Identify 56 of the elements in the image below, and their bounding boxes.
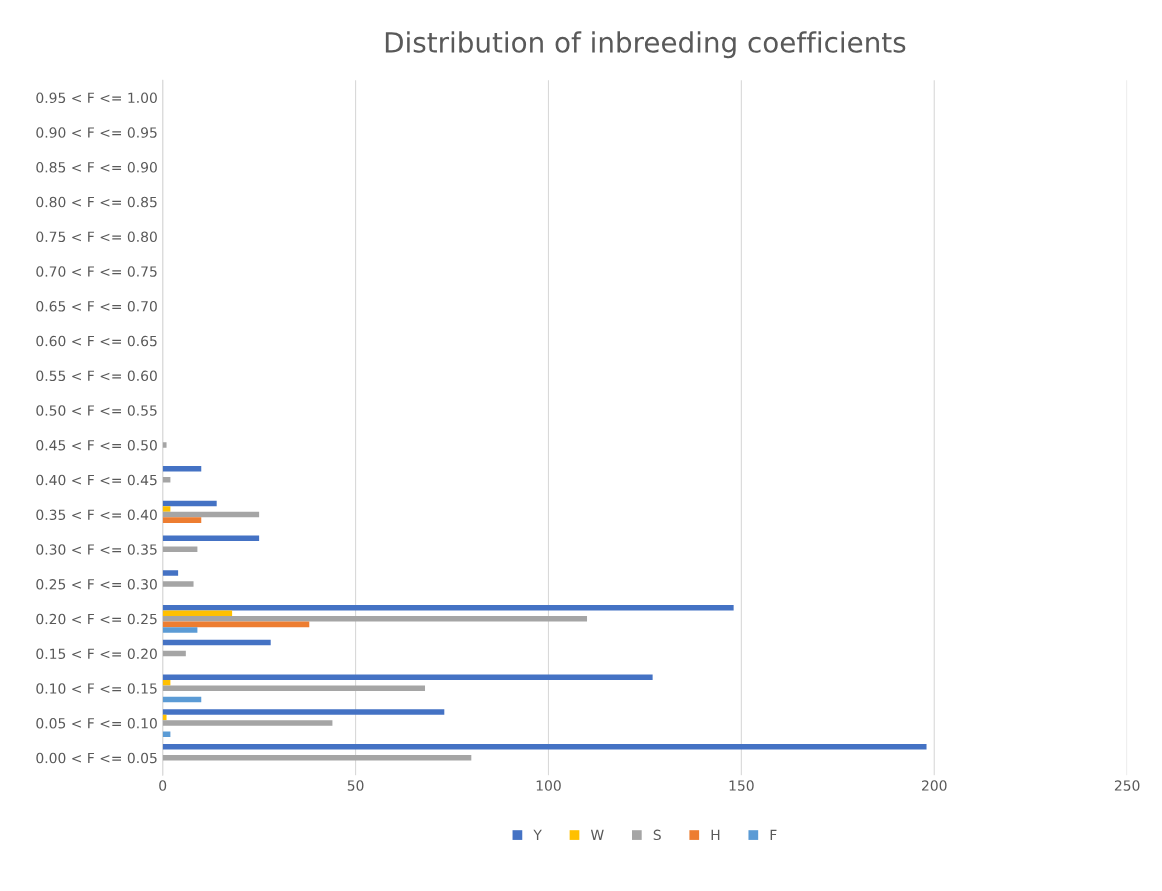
y-tick-label: 0.60 < F <= 0.65 <box>36 335 157 347</box>
bar <box>162 685 426 692</box>
bar <box>162 621 310 628</box>
legend-label: Y <box>533 829 542 840</box>
bar <box>162 477 171 483</box>
bar <box>162 442 167 448</box>
y-tick-label: 0.10 < F <= 0.15 <box>36 683 157 694</box>
bar <box>162 570 179 576</box>
bar <box>162 639 271 646</box>
x-tick-label: 0 <box>159 780 167 791</box>
bar <box>162 506 171 512</box>
y-tick-label: 0.90 < F <= 0.95 <box>36 127 157 138</box>
y-tick-label: 0.20 < F <= 0.25 <box>36 613 157 625</box>
x-tick-label: 250 <box>1114 780 1140 791</box>
y-tick-label: 0.75 < F <= 0.80 <box>36 231 157 243</box>
bar <box>162 616 588 622</box>
y-tick-label: 0.30 < F <= 0.35 <box>36 544 157 555</box>
y-tick-label: 0.70 < F <= 0.75 <box>36 266 157 277</box>
y-tick-label: 0.05 < F <= 0.10 <box>36 718 157 729</box>
x-tick-label: 200 <box>922 780 947 791</box>
legend-label: H <box>711 829 720 840</box>
bar <box>162 535 260 541</box>
y-tick-label: 0.25 < F <= 0.30 <box>36 579 157 590</box>
x-tick-label: 50 <box>347 780 364 791</box>
y-tick-label: 0.80 < F <= 0.85 <box>36 196 157 208</box>
bar <box>162 604 734 611</box>
bar <box>162 714 167 721</box>
y-tick-label: 0.85 < F <= 0.90 <box>36 162 157 173</box>
x-tick-label: 100 <box>536 780 561 791</box>
legend-label: W <box>590 829 604 840</box>
bar <box>162 709 445 715</box>
legend-label: F <box>770 829 777 840</box>
bar <box>162 610 233 617</box>
y-tick-label: 0.50 < F <= 0.55 <box>36 405 157 416</box>
y-tick-label: 0.55 < F <= 0.60 <box>36 370 157 382</box>
y-tick-label: 0.15 < F <= 0.20 <box>36 648 157 660</box>
bar <box>162 755 472 761</box>
bar <box>162 511 260 518</box>
y-tick-label: 0.45 < F <= 0.50 <box>36 440 157 451</box>
bar <box>162 743 927 750</box>
y-tick-label: 0.00 < F <= 0.05 <box>36 752 157 764</box>
x-tick-label: 150 <box>729 780 754 791</box>
bar <box>162 500 217 507</box>
bar <box>162 731 171 737</box>
bar <box>162 679 171 686</box>
legend-label: S <box>653 829 661 841</box>
y-tick-label: 0.40 < F <= 0.45 <box>36 474 157 486</box>
bar <box>162 517 202 523</box>
chart-title: Distribution of inbreeding coefficients <box>385 31 906 59</box>
bar <box>162 627 198 633</box>
y-tick-label: 0.95 < F <= 1.00 <box>36 92 157 104</box>
bar <box>162 581 194 587</box>
bar <box>162 720 333 726</box>
y-tick-label: 0.35 < F <= 0.40 <box>36 509 157 521</box>
y-tick-label: 0.65 < F <= 0.70 <box>36 301 157 312</box>
bar <box>162 674 653 680</box>
